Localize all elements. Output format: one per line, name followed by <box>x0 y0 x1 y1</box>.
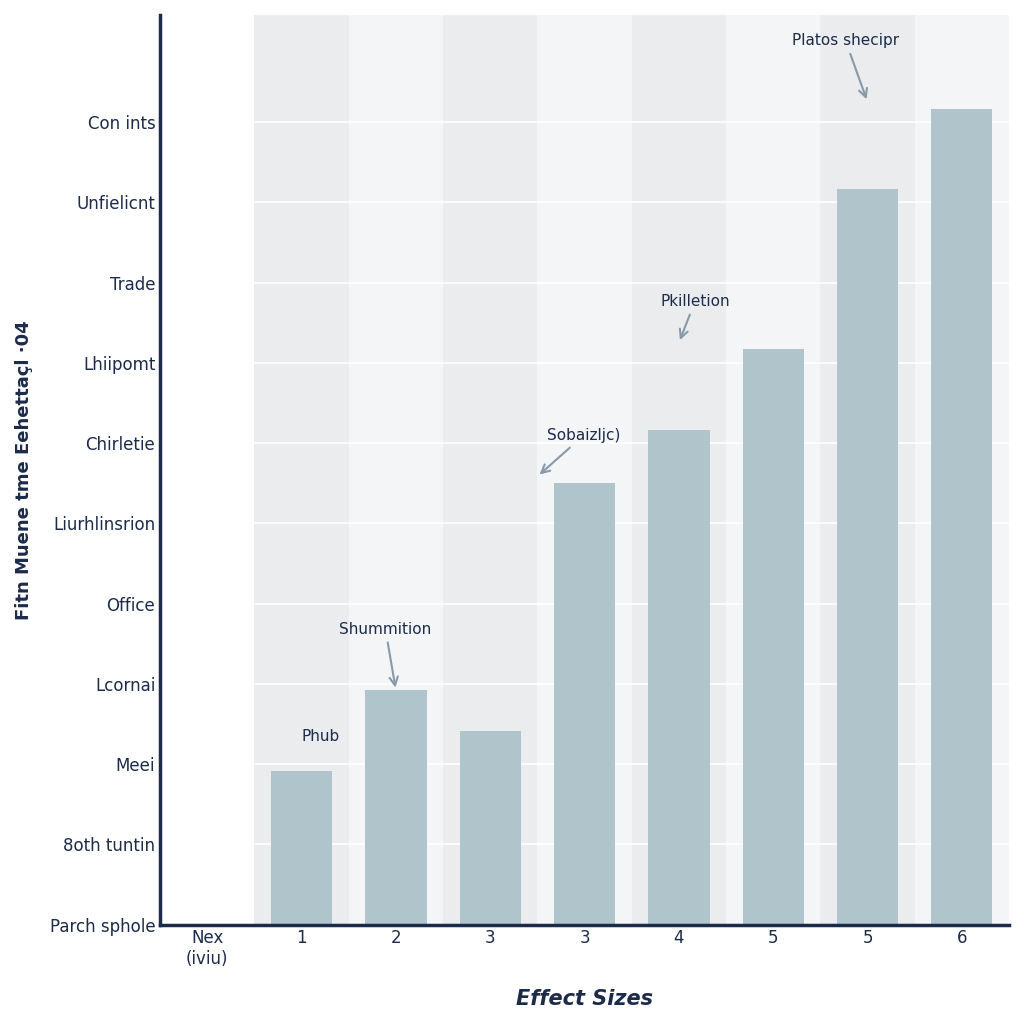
Bar <box>554 483 615 925</box>
Bar <box>742 349 804 925</box>
Text: Shummition: Shummition <box>339 622 431 685</box>
Bar <box>255 15 349 925</box>
X-axis label: Effect Sizes: Effect Sizes <box>516 989 653 1009</box>
Bar <box>538 15 632 925</box>
Text: Pkilletion: Pkilletion <box>660 294 730 338</box>
Bar <box>914 15 1009 925</box>
Bar <box>460 730 521 925</box>
Bar <box>648 430 710 925</box>
Text: Platos shecipr: Platos shecipr <box>793 34 899 97</box>
Bar <box>366 690 427 925</box>
Bar <box>271 771 332 925</box>
Bar <box>837 188 898 925</box>
Bar <box>443 15 538 925</box>
Bar <box>349 15 443 925</box>
Y-axis label: Fitn Muene tme Eehettaçl ·04: Fitn Muene tme Eehettaçl ·04 <box>15 319 33 620</box>
Bar <box>726 15 820 925</box>
Bar <box>632 15 726 925</box>
Bar <box>820 15 914 925</box>
Text: Sobaizljc): Sobaizljc) <box>542 428 621 473</box>
Bar <box>931 109 992 925</box>
Text: Phub: Phub <box>302 729 340 744</box>
